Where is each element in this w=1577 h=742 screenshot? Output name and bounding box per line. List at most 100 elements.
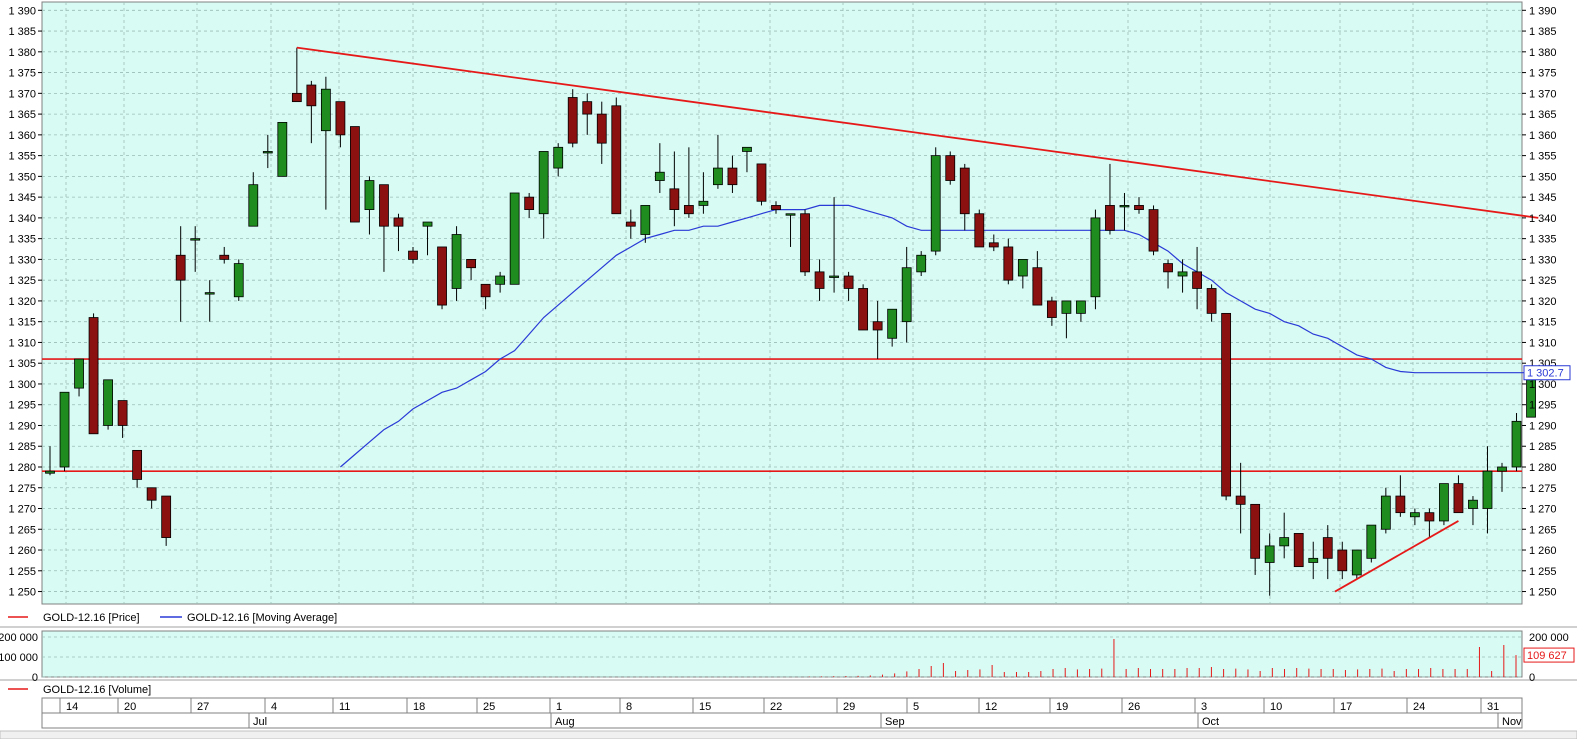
candle-body[interactable] [422, 221, 433, 227]
candle-body[interactable] [1453, 483, 1464, 514]
candle-body[interactable] [771, 205, 781, 210]
candle-body[interactable] [829, 275, 839, 278]
candle-body[interactable] [393, 217, 404, 227]
candle-body[interactable] [1424, 512, 1435, 522]
candle-body[interactable] [1279, 537, 1290, 547]
candle-body[interactable] [1163, 263, 1173, 273]
candle-body[interactable] [1264, 545, 1275, 563]
candle-body[interactable] [190, 238, 201, 241]
candle-body[interactable] [596, 113, 607, 144]
trendline[interactable] [296, 46, 1539, 219]
candle-body[interactable] [901, 267, 912, 323]
candle-body[interactable] [335, 101, 346, 136]
candle-body[interactable] [1105, 205, 1115, 231]
candle-body[interactable] [204, 292, 215, 295]
candle-body[interactable] [1468, 499, 1478, 509]
candle-body[interactable] [814, 271, 825, 289]
candle-body[interactable] [785, 213, 796, 216]
candle-body[interactable] [1395, 495, 1406, 514]
candle-body[interactable] [1439, 483, 1449, 522]
candle-body[interactable] [843, 275, 854, 289]
candle-body[interactable] [1250, 503, 1261, 559]
candle-body[interactable] [1192, 271, 1202, 289]
candle-body[interactable] [887, 308, 898, 339]
candle-body[interactable] [277, 122, 288, 177]
candle-body[interactable] [1409, 512, 1420, 518]
bottom-scrollbar[interactable] [0, 730, 1577, 740]
candle-body[interactable] [248, 184, 259, 227]
candle-body[interactable] [262, 151, 273, 154]
candle-body[interactable] [727, 167, 738, 186]
candle-body[interactable] [408, 250, 418, 260]
candle-body[interactable] [1482, 470, 1493, 509]
candle-body[interactable] [742, 146, 752, 152]
candle-body[interactable] [117, 400, 128, 426]
candle-body[interactable] [1380, 495, 1391, 530]
candle-body[interactable] [59, 391, 70, 468]
candle-body[interactable] [538, 151, 549, 215]
candle-body[interactable] [959, 167, 970, 215]
candle-body[interactable] [1221, 312, 1232, 497]
candle-body[interactable] [945, 155, 956, 181]
candle-body[interactable] [858, 288, 869, 331]
candle-body[interactable] [974, 213, 985, 248]
candle-body[interactable] [1351, 549, 1362, 576]
candle-body[interactable] [1322, 537, 1333, 559]
candle-body[interactable] [1337, 549, 1348, 572]
candle-body[interactable] [698, 200, 709, 206]
candle-body[interactable] [916, 254, 927, 273]
candle-body[interactable] [611, 105, 622, 215]
candle-body[interactable] [320, 88, 331, 132]
candle-body[interactable] [524, 196, 535, 210]
candle-body[interactable] [1003, 246, 1014, 281]
candle-body[interactable] [567, 97, 578, 144]
candle-body[interactable] [988, 242, 999, 248]
candle-body[interactable] [451, 234, 462, 289]
candle-body[interactable] [872, 321, 883, 331]
price-plot-area[interactable] [41, 1, 1523, 605]
candle-body[interactable] [1046, 300, 1057, 318]
candle-body[interactable] [233, 263, 244, 298]
candle-body[interactable] [582, 101, 593, 115]
candle-body[interactable] [713, 167, 723, 186]
candle-body[interactable] [466, 259, 476, 269]
candle-body[interactable] [219, 254, 230, 260]
candle-body[interactable] [1017, 259, 1028, 277]
candle-body[interactable] [379, 184, 389, 227]
candle-body[interactable] [88, 317, 99, 435]
candle-body[interactable] [146, 487, 157, 501]
candle-body[interactable] [640, 205, 651, 235]
candle-body[interactable] [437, 246, 447, 306]
candle-body[interactable] [480, 283, 491, 298]
candle-body[interactable] [364, 180, 375, 210]
candle-body[interactable] [553, 146, 564, 169]
candle-body[interactable] [800, 213, 810, 273]
candle-body[interactable] [683, 205, 694, 215]
candle-body[interactable] [1148, 209, 1159, 252]
candle-body[interactable] [1177, 271, 1188, 277]
candle-body[interactable] [175, 254, 186, 281]
candle-body[interactable] [654, 171, 665, 181]
candle-body[interactable] [161, 495, 172, 538]
candle-body[interactable] [495, 275, 506, 285]
candle-body[interactable] [1061, 300, 1072, 314]
candle-body[interactable] [132, 449, 143, 480]
candle-body[interactable] [1032, 267, 1043, 306]
candle-body[interactable] [1090, 217, 1101, 298]
candle-body[interactable] [103, 379, 113, 426]
candle-body[interactable] [350, 126, 360, 223]
candle-body[interactable] [291, 92, 302, 103]
candle-body[interactable] [1308, 557, 1319, 563]
candle-body[interactable] [1206, 288, 1217, 314]
candle-body[interactable] [1293, 533, 1304, 568]
candle-body[interactable] [45, 470, 55, 474]
candle-body[interactable] [1076, 300, 1086, 314]
candle-body[interactable] [1366, 524, 1377, 559]
candle-body[interactable] [1235, 495, 1246, 505]
candle-body[interactable] [669, 188, 680, 210]
candle-body[interactable] [625, 221, 636, 227]
candle-body[interactable] [306, 84, 317, 107]
candle-body[interactable] [1119, 205, 1130, 208]
candle-body[interactable] [756, 163, 767, 202]
